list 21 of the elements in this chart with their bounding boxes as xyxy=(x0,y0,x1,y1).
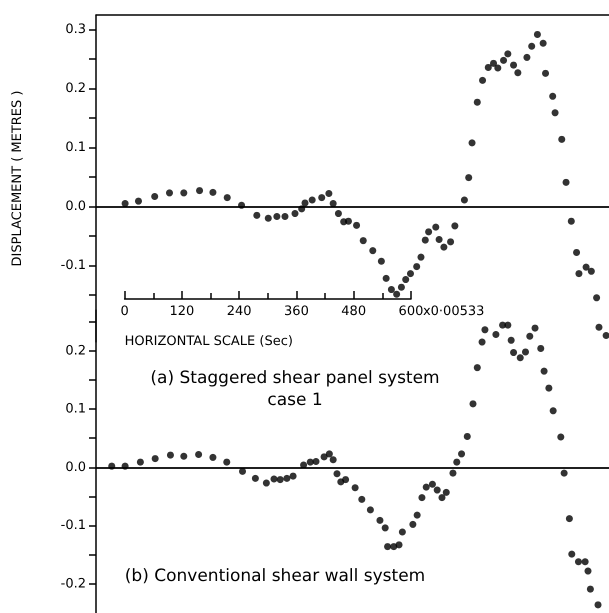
y-tick-label: -0.1 xyxy=(60,258,86,273)
x-axis-title: HORIZONTAL SCALE (Sec) xyxy=(124,334,293,349)
y-tick-label: 0.3 xyxy=(65,22,86,38)
y-tick-label: 0.1 xyxy=(65,140,86,156)
x-tick-label: 120 xyxy=(169,304,194,319)
y-tick-label: -0.2 xyxy=(60,576,86,592)
x-tick-label: 600 xyxy=(398,304,424,319)
annotation: x0·00533 xyxy=(422,304,484,319)
y-tick-label: 0.2 xyxy=(65,343,86,358)
x-tick-label: 480 xyxy=(341,304,366,319)
text: (a) Staggered shear panel system case 1 xyxy=(150,368,440,410)
y-tick-label: -0.1 xyxy=(60,518,86,534)
y-axis-title: DISPLACEMENT ( METRES ) xyxy=(10,90,25,266)
y-tick-label: 0.0 xyxy=(65,460,86,475)
text: (b) Conventional shear wall system xyxy=(124,566,426,586)
y-tick-label: 0.0 xyxy=(65,198,86,214)
x-tick-label: 0 xyxy=(120,304,129,319)
y-tick-label: 0.1 xyxy=(65,402,86,417)
x-tick-label: 240 xyxy=(226,304,252,319)
x-tick-label: 360 xyxy=(284,304,309,319)
y-tick-label: 0.2 xyxy=(65,81,86,96)
